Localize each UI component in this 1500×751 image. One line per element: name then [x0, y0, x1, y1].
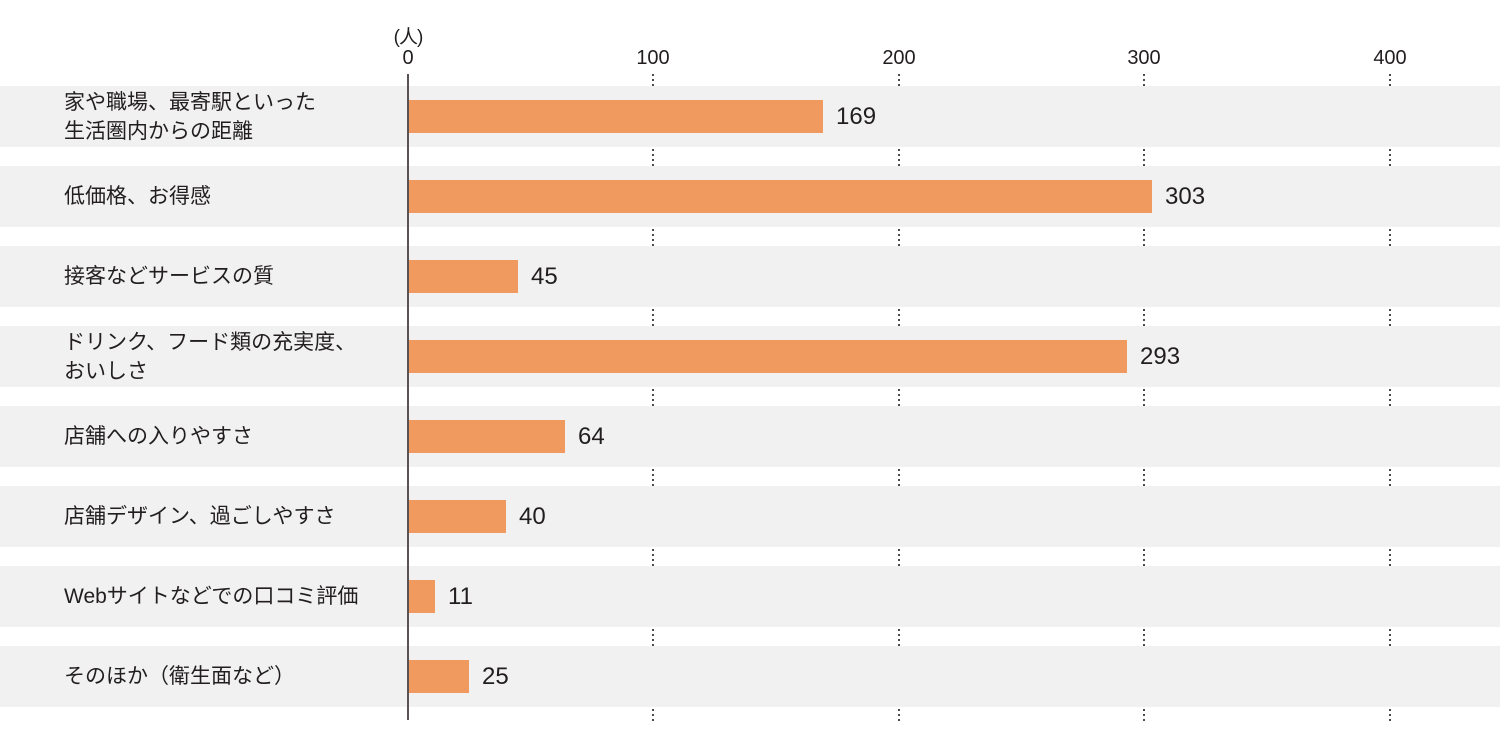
- chart-row: 店舗デザイン、過ごしやすさ 40: [0, 486, 1500, 566]
- category-label: ドリンク、フード類の充実度、 おいしさ: [64, 330, 357, 383]
- chart-row: ドリンク、フード類の充実度、 おいしさ 293: [0, 326, 1500, 406]
- row-band: [0, 486, 1500, 547]
- chart-row: そのほか（衛生面など） 25: [0, 646, 1500, 726]
- category-label: 店舗への入りやすさ: [64, 425, 253, 448]
- bar-wrap: 25: [408, 660, 509, 693]
- value-label: 45: [531, 262, 558, 290]
- bar-wrap: 45: [408, 260, 558, 293]
- x-gridline-400: [1389, 74, 1391, 722]
- x-tick-label-300: 300: [1127, 47, 1161, 69]
- value-label: 11: [448, 582, 473, 610]
- bar-wrap: 11: [408, 580, 473, 613]
- bar: [408, 660, 469, 693]
- x-tick-label-400: 400: [1373, 47, 1407, 69]
- bar: [408, 260, 518, 293]
- category-label: そのほか（衛生面など）: [64, 665, 295, 688]
- bar-wrap: 303: [408, 180, 1205, 213]
- bar: [408, 500, 506, 533]
- axis-unit-label: (人): [393, 27, 424, 48]
- x-tick-label-200: 200: [882, 47, 916, 69]
- value-label: 25: [482, 662, 509, 690]
- x-tick-label-0: 0: [402, 47, 414, 69]
- chart-row: 家や職場、最寄駅といった 生活圏内からの距離 169: [0, 86, 1500, 166]
- value-label: 40: [519, 502, 546, 530]
- category-label: 低価格、お得感: [64, 185, 211, 208]
- row-band: [0, 566, 1500, 627]
- chart-row: Webサイトなどでの口コミ評価 11: [0, 566, 1500, 646]
- bar: [408, 420, 565, 453]
- y-axis-line: [407, 74, 409, 720]
- chart-row: 低価格、お得感 303: [0, 166, 1500, 246]
- x-gridline-300: [1143, 74, 1145, 722]
- bar-wrap: 293: [408, 340, 1180, 373]
- category-label: Webサイトなどでの口コミ評価: [64, 585, 359, 608]
- category-label: 店舗デザイン、過ごしやすさ: [64, 505, 336, 528]
- bar: [408, 180, 1152, 213]
- row-band: [0, 646, 1500, 707]
- value-label: 293: [1140, 342, 1181, 370]
- bar: [408, 580, 435, 613]
- row-band: [0, 406, 1500, 467]
- bar-wrap: 64: [408, 420, 605, 453]
- category-label: 接客などサービスの質: [64, 265, 274, 288]
- value-label: 303: [1165, 182, 1206, 210]
- category-label: 家や職場、最寄駅といった 生活圏内からの距離: [64, 90, 316, 143]
- chart-row: 店舗への入りやすさ 64: [0, 406, 1500, 486]
- bar-wrap: 40: [408, 500, 546, 533]
- chart-row: 接客などサービスの質 45: [0, 246, 1500, 326]
- bar: [408, 100, 823, 133]
- value-label: 64: [578, 422, 605, 450]
- value-label: 169: [836, 102, 877, 130]
- row-band: [0, 246, 1500, 307]
- x-tick-label-100: 100: [636, 47, 670, 69]
- bar: [408, 340, 1127, 373]
- bar-wrap: 169: [408, 100, 876, 133]
- x-gridline-100: [652, 74, 654, 722]
- x-gridline-200: [898, 74, 900, 722]
- chart-rows: 家や職場、最寄駅といった 生活圏内からの距離 169 低価格、お得感 303 接…: [0, 86, 1500, 726]
